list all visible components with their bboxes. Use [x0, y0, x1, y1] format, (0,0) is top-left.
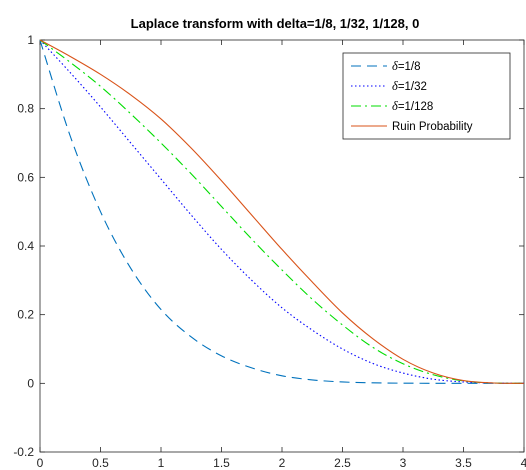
x-tick-label: 3.5	[455, 456, 472, 470]
chart-title: Laplace transform with delta=1/8, 1/32, …	[131, 16, 420, 31]
legend-label-1: δ=1/8	[392, 59, 421, 73]
legend-label-2: δ=1/32	[392, 79, 427, 93]
legend: δ=1/8 δ=1/32 δ=1/128 Ruin Probability	[342, 52, 511, 140]
y-tick-label: 0.8	[17, 102, 34, 116]
y-tick-label: 1	[27, 33, 34, 47]
series-line-3	[39, 39, 525, 384]
y-tick-label: 0.4	[17, 239, 34, 253]
y-tick-label: 0.6	[17, 170, 34, 184]
legend-label-4: Ruin Probability	[392, 121, 473, 133]
y-tick-label: 0.2	[17, 308, 34, 322]
x-tick-label: 4	[521, 456, 526, 470]
series-line-4	[39, 39, 525, 384]
x-tick-label: 3	[400, 456, 407, 470]
x-tick-label: 2	[279, 456, 286, 470]
series-line-1	[39, 39, 524, 384]
x-tick-label: 1	[158, 456, 165, 470]
legend-box	[342, 52, 511, 140]
x-tick-label: 0.5	[92, 456, 109, 470]
series-line-2	[39, 39, 525, 384]
y-tick-label: -0.2	[13, 445, 34, 459]
x-tick-label: 1.5	[213, 456, 230, 470]
legend-label-3: δ=1/128	[392, 99, 433, 113]
y-tick-label: 0	[27, 376, 34, 390]
x-tick-label: 0	[37, 456, 44, 470]
x-tick-label: 2.5	[334, 456, 351, 470]
